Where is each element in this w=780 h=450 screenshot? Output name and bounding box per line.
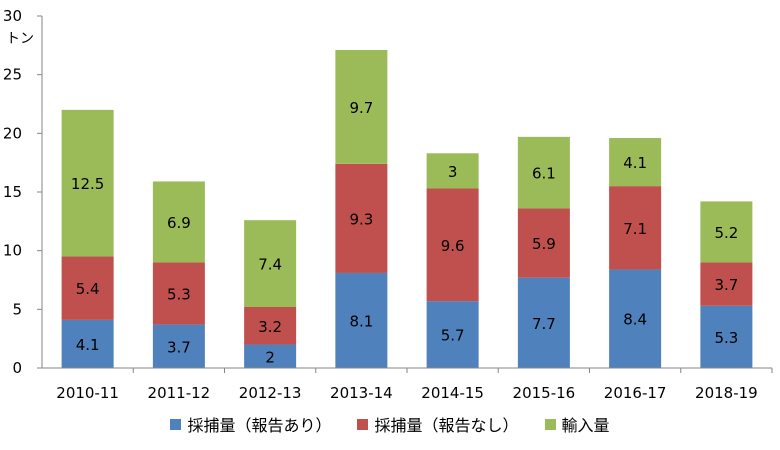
bar-segment: [700, 201, 753, 263]
data-label: 9.6: [441, 237, 465, 255]
bars: 4.1 5.4 12.5 3.7 5.3 6.9 2 3.2 7.4 8.1 9.3 9.7 5.7 9.…: [61, 50, 753, 368]
data-label: 5.9: [532, 235, 556, 253]
bar-segment: [152, 262, 205, 325]
data-label: 5.3: [714, 329, 738, 347]
bar-segment: [61, 109, 114, 257]
y-axis-unit: トン: [6, 31, 34, 47]
y-tick-label: 25: [3, 66, 22, 84]
data-label: 3.2: [258, 318, 282, 336]
bar-segment: [517, 136, 570, 209]
y-tick-label: 10: [3, 242, 22, 260]
stacked-bar-chart: トン 0 5 10 15 20 25 30 4.1 5.4 12.5 3.7 5.3 6.9 2 3.2 7…: [3, 7, 773, 402]
data-label: 12.5: [71, 175, 104, 193]
y-tick-label: 20: [3, 124, 22, 142]
legend-label: 採捕量（報告あり）: [187, 416, 332, 435]
bar-segment: [244, 220, 297, 307]
data-label: 5.7: [441, 327, 465, 345]
data-label: 8.1: [349, 312, 373, 330]
x-tick-label: 2010-11: [56, 384, 119, 402]
data-label: 5.4: [76, 280, 100, 298]
bar-segment: [335, 272, 388, 368]
y-tick-label: 15: [3, 183, 22, 201]
legend-swatch: [170, 418, 182, 430]
legend-item-imports: 輸入量: [544, 412, 610, 436]
legend-label: 採捕量（報告なし）: [374, 416, 519, 435]
x-axis: 2010-11 2011-12 2012-13 2013-14 2014-15 2015-…: [42, 367, 773, 402]
legend: 採捕量（報告あり） 採捕量（報告なし） 輸入量: [0, 412, 780, 436]
bar-segment: [152, 181, 205, 263]
data-label: 4.1: [623, 154, 647, 172]
data-label: 8.4: [623, 311, 647, 329]
x-tick-label: 2014-15: [421, 384, 484, 402]
bar-segment: [426, 301, 479, 368]
data-label: 3.7: [714, 276, 738, 294]
data-label: 9.7: [349, 99, 373, 117]
legend-swatch: [544, 418, 556, 430]
bar-segment: [609, 138, 662, 187]
y-tick-label: 30: [3, 7, 22, 25]
x-tick-label: 2011-12: [148, 384, 211, 402]
legend-label: 輸入量: [561, 416, 610, 435]
bar-segment: [335, 50, 388, 164]
bar-segment: [700, 262, 753, 306]
bar-segment: [517, 277, 570, 368]
bar-segment: [426, 153, 479, 189]
bar-segment: [335, 163, 388, 273]
data-label: 6.9: [167, 214, 191, 232]
x-tick-label: 2018-19: [695, 384, 758, 402]
data-label: 7.1: [623, 220, 647, 238]
data-label: 2: [265, 348, 275, 366]
data-label: 7.4: [258, 256, 282, 274]
data-label: 4.1: [76, 336, 100, 354]
bar-segment: [61, 256, 114, 320]
bar-segment: [61, 319, 114, 368]
y-axis: 0 5 10 15 20 25 30: [3, 7, 43, 377]
data-label: 9.3: [349, 210, 373, 228]
legend-item-unreported: 採捕量（報告なし）: [357, 412, 519, 436]
y-tick-label: 5: [12, 300, 22, 318]
x-tick-label: 2012-13: [239, 384, 302, 402]
x-tick-label: 2016-17: [604, 384, 667, 402]
y-tick-label: 0: [12, 359, 22, 377]
x-tick-label: 2015-16: [513, 384, 576, 402]
data-label: 3.7: [167, 338, 191, 356]
data-label: 5.3: [167, 285, 191, 303]
bar-segment: [609, 269, 662, 368]
x-tick-label: 2013-14: [330, 384, 393, 402]
bar-segment: [244, 344, 297, 368]
bar-segment: [517, 208, 570, 278]
data-label: 5.2: [714, 224, 738, 242]
legend-item-reported: 採捕量（報告あり）: [170, 412, 331, 436]
bar-segment: [244, 306, 297, 345]
data-label: 7.7: [532, 315, 556, 333]
data-label: 6.1: [532, 165, 556, 183]
bar-segment: [426, 188, 479, 302]
bar-segment: [152, 324, 205, 368]
bar-segment: [609, 186, 662, 270]
legend-swatch: [357, 418, 369, 430]
data-label: 3: [448, 163, 458, 181]
bar-segment: [700, 305, 753, 368]
